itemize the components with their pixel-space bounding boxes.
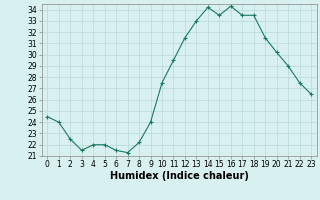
X-axis label: Humidex (Indice chaleur): Humidex (Indice chaleur) [110, 171, 249, 181]
